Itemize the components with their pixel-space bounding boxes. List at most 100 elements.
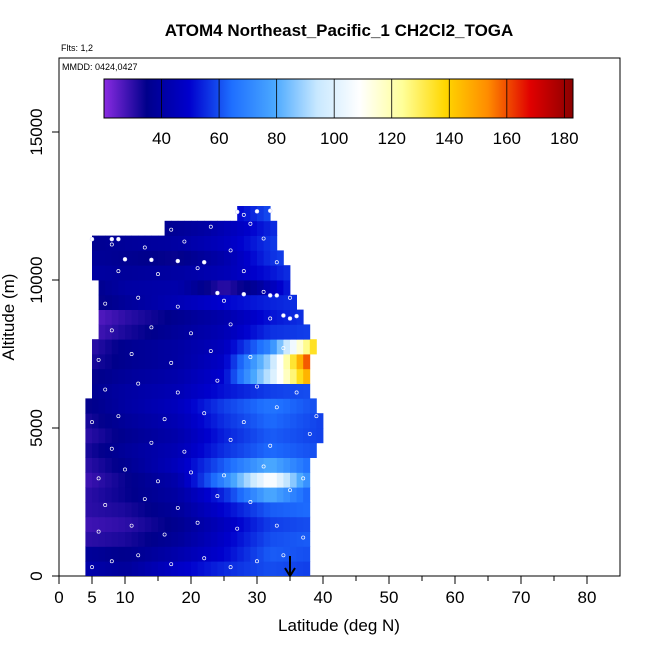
heatmap-cell [184,546,192,562]
heatmap-cell [217,339,225,355]
heatmap-cell [92,383,99,399]
heatmap-cell [263,428,271,444]
heatmap-cell [191,487,198,503]
heatmap-cell [138,398,146,414]
heatmap-cell [283,383,291,399]
heatmap-cell [250,324,258,340]
heatmap-cell [164,294,172,310]
heatmap-cell [204,442,212,458]
heatmap-cell [263,206,271,222]
heatmap-cell [263,502,271,518]
heatmap-cell [276,487,284,503]
heatmap-cell [250,339,258,355]
heatmap-cell [230,383,238,399]
heatmap-cell [164,383,172,399]
heatmap-cell [144,413,152,429]
heatmap-cell [224,324,231,340]
heatmap-cell [191,457,198,473]
sample-point [248,500,253,504]
heatmap-cell [191,546,198,562]
heatmap-cell [224,561,231,576]
heatmap-cell [144,502,152,518]
heatmap-cell [118,235,126,251]
heatmap-cell [111,309,119,325]
heatmap-cell [204,294,212,310]
heatmap-cell [105,413,113,429]
heatmap-cell [171,354,179,370]
heatmap-cell [184,457,192,473]
sample-point [202,411,207,416]
heatmap-cell [171,339,179,355]
heatmap-cell [250,280,258,296]
sample-point [149,325,154,330]
heatmap-cell [92,442,99,458]
heatmap-cell [144,280,152,296]
sample-point [294,390,299,395]
heatmap-cell [217,428,225,444]
heatmap-cell [98,457,106,473]
heatmap-cell [184,324,192,340]
heatmap-cell [164,502,172,518]
heatmap-cell [158,413,165,429]
heatmap-cell [118,502,126,518]
sample-point [156,479,160,484]
heatmap-cell [224,428,231,444]
x-tick-label: 50 [380,588,399,607]
heatmap-cell [217,487,225,503]
heatmap-cell [138,546,146,562]
heatmap-cell [283,472,291,488]
heatmap-cell [191,428,198,444]
heatmap-cell [250,368,258,384]
sample-point [149,440,154,445]
heatmap-cell [177,472,185,488]
heatmap-cell [98,546,106,562]
heatmap-cell [257,516,264,532]
heatmap-cell [131,502,139,518]
heatmap-cell [151,561,159,576]
sample-point [307,431,312,436]
heatmap-cell [98,324,106,340]
heatmap-cell [131,487,139,503]
heatmap-cell [270,487,278,503]
heatmap-cell [204,428,212,444]
heatmap-cell [131,531,139,547]
heatmap-cell [296,413,304,429]
heatmap-cell [243,294,251,310]
heatmap-cell [263,280,271,296]
heatmap-cell [217,368,225,384]
heatmap-cell [276,413,284,429]
heatmap-cell [224,265,231,281]
heatmap-cell [177,324,185,340]
heatmap-cell [105,265,113,281]
heatmap-cell [263,265,271,281]
heatmap-cell [158,531,165,547]
sample-point [268,316,273,321]
track-point [287,316,293,321]
sample-point [301,476,306,481]
heatmap-cell [171,502,179,518]
heatmap-cell [171,368,179,384]
heatmap-cell [98,235,106,251]
heatmap-cell [283,428,291,444]
heatmap-cell [204,220,212,236]
heatmap-cell [164,457,172,473]
heatmap-cell [177,546,185,562]
heatmap-cell [105,280,113,296]
heatmap-cell [296,531,304,547]
heatmap-cell [197,220,205,236]
heatmap-cell [237,265,245,281]
heatmap-cell [85,457,93,473]
heatmap-cell [171,398,179,414]
heatmap-cell [177,398,185,414]
heatmap-cell [276,250,284,266]
heatmap-cell [243,442,251,458]
heatmap-cell [131,235,139,251]
sample-point [241,269,246,274]
heatmap-cell [158,383,165,399]
heatmap-cell [224,413,231,429]
track-point [294,313,299,319]
heatmap-cell [138,368,146,384]
heatmap-cell [92,265,99,281]
track-point [116,236,121,242]
heatmap-cell [204,398,212,414]
